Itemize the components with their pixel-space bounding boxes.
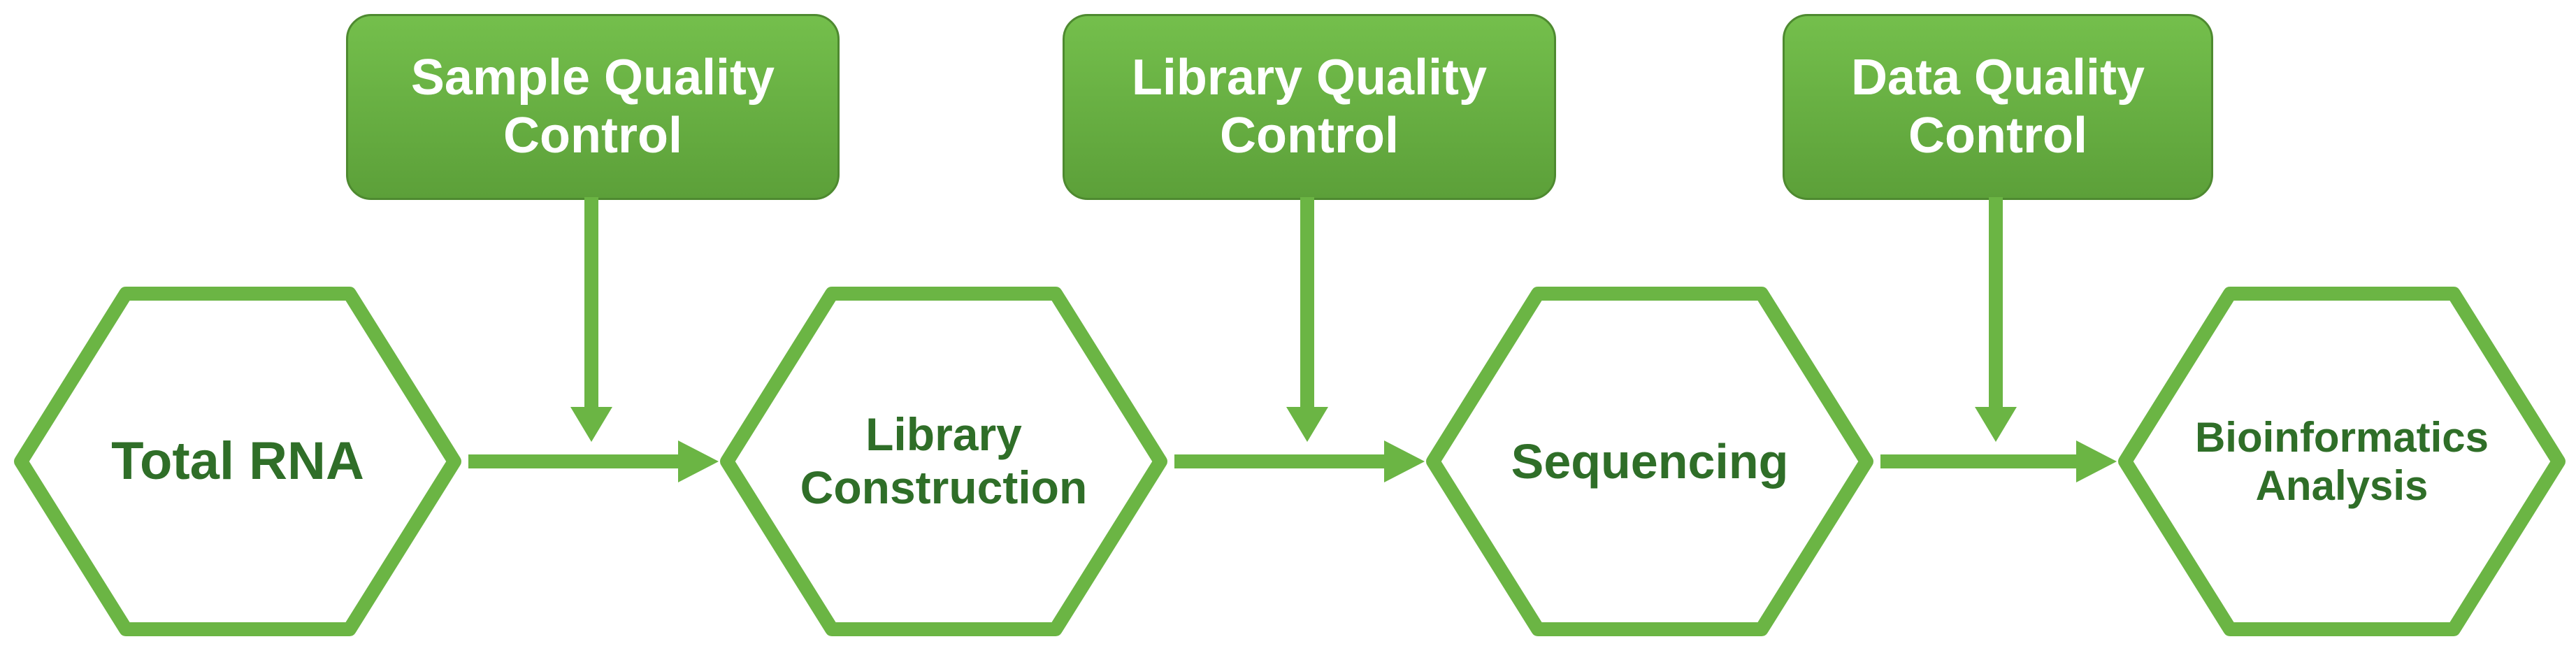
node-total-rna: Total RNA (14, 287, 461, 636)
qc-data: Data QualityControl (1783, 14, 2213, 200)
qc-sample-label: Sample QualityControl (411, 49, 775, 165)
qc-library-label: Library QualityControl (1132, 49, 1487, 165)
node-library-construction-label: LibraryConstruction (772, 408, 1116, 515)
node-total-rna-label: Total RNA (83, 431, 392, 492)
arrow-data-qc-down (1968, 197, 2024, 444)
workflow-diagram: Total RNA LibraryConstruction Sequencing… (0, 0, 2576, 667)
node-sequencing-label: Sequencing (1483, 433, 1817, 490)
arrow-sample-qc-down (563, 197, 619, 444)
node-bioinformatics-label: BioinformaticsAnalysis (2167, 413, 2517, 510)
arrow-library-qc-down (1279, 197, 1335, 444)
qc-data-label: Data QualityControl (1851, 49, 2145, 165)
qc-library: Library QualityControl (1063, 14, 1556, 200)
node-sequencing: Sequencing (1426, 287, 1873, 636)
qc-sample: Sample QualityControl (346, 14, 840, 200)
node-library-construction: LibraryConstruction (720, 287, 1167, 636)
node-bioinformatics: BioinformaticsAnalysis (2118, 287, 2566, 636)
